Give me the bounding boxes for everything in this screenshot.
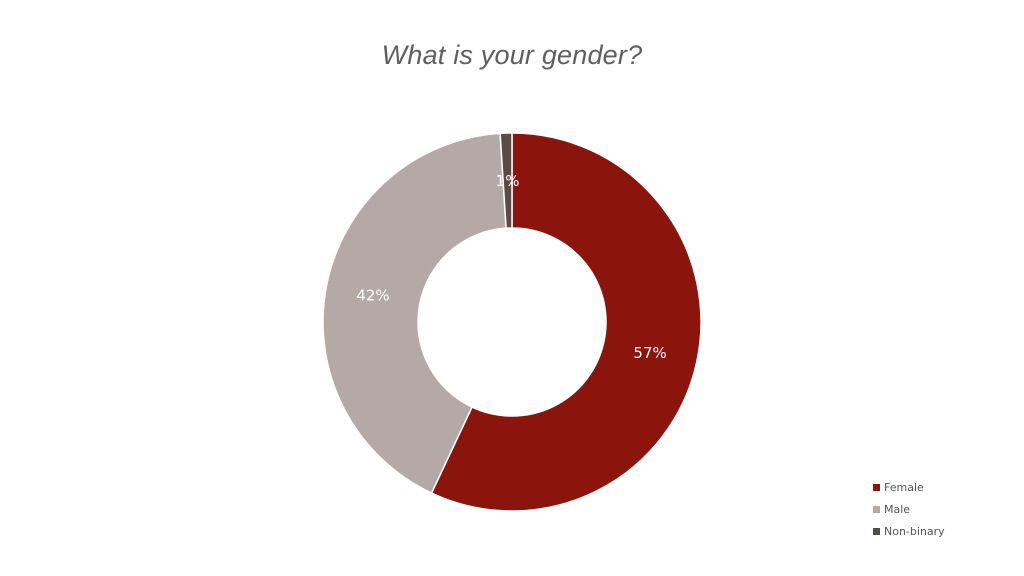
legend-item-male: Male	[873, 498, 945, 520]
legend-label: Non-binary	[884, 524, 945, 538]
legend-swatch	[873, 527, 880, 535]
legend-item-non-binary: Non-binary	[873, 520, 945, 542]
legend-label: Female	[884, 480, 924, 494]
legend-item-female: Female	[873, 476, 945, 498]
chart-title: What is your gender?	[381, 40, 643, 70]
legend-swatch	[873, 505, 880, 513]
slice-female	[430, 132, 702, 512]
slice-non-binary	[499, 132, 513, 229]
legend-label: Male	[884, 502, 911, 516]
chart-legend: Female Male Non-binary	[873, 476, 945, 542]
data-label-female: 57%	[633, 344, 666, 362]
data-label-male: 42%	[356, 286, 389, 304]
data-label-non-binary: 1%	[496, 172, 520, 190]
slice-male	[322, 132, 507, 495]
legend-swatch	[873, 483, 880, 491]
